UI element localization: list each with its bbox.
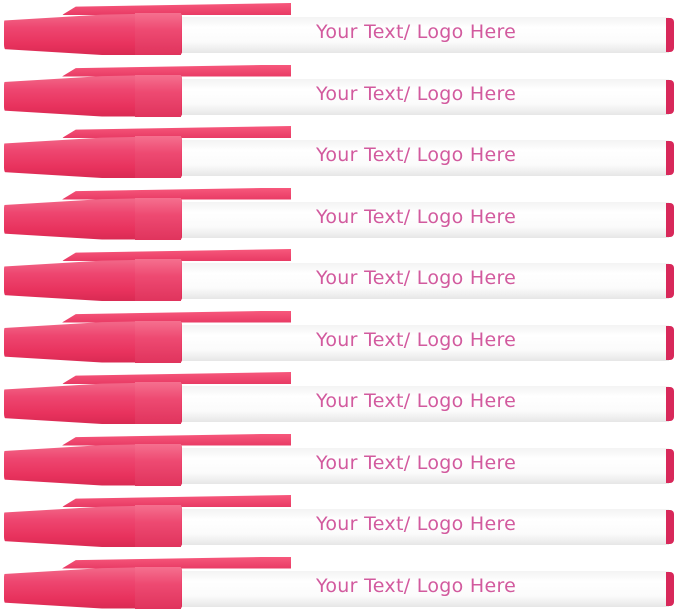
pen-barrel — [181, 324, 669, 361]
pen-cap-band — [135, 505, 181, 547]
pen: Your Text/ Logo Here — [0, 372, 679, 428]
pen-cap-band — [135, 320, 181, 363]
pen-barrel — [181, 201, 669, 238]
pen-cap-band — [135, 382, 181, 424]
imprint-text: Your Text/ Logo Here — [316, 390, 517, 412]
pen-clip — [62, 64, 291, 77]
pen-barrel — [181, 509, 669, 545]
pen-cap-band — [135, 259, 181, 301]
imprint-text: Your Text/ Logo Here — [316, 574, 517, 597]
imprint-text: Your Text/ Logo Here — [316, 205, 517, 228]
pen-barrel — [181, 263, 669, 299]
pen-clip — [62, 3, 291, 15]
pen-cap-band — [135, 13, 181, 55]
pen-clip — [62, 187, 291, 200]
pen-clip — [62, 495, 291, 507]
pen-end-plug — [666, 264, 674, 298]
pen-clip — [62, 372, 291, 384]
imprint-text: Your Text/ Logo Here — [316, 451, 517, 474]
imprint-text: Your Text/ Logo Here — [316, 513, 517, 535]
imprint-text: Your Text/ Logo Here — [316, 21, 517, 43]
imprint-text: Your Text/ Logo Here — [316, 144, 517, 166]
pen-barrel — [181, 17, 669, 53]
imprint-text: Your Text/ Logo Here — [316, 82, 517, 105]
pen-clip — [62, 249, 291, 261]
pen-cap-band — [135, 197, 181, 240]
pen: Your Text/ Logo Here — [0, 187, 679, 244]
pen: Your Text/ Logo Here — [0, 64, 679, 121]
pen-cap-band — [135, 566, 181, 609]
pen: Your Text/ Logo Here — [0, 310, 679, 367]
pen-end-plug — [666, 141, 674, 175]
pen-clip — [62, 556, 291, 569]
pen-end-plug — [666, 79, 674, 114]
imprint-text: Your Text/ Logo Here — [316, 328, 517, 351]
pen-cap-band — [135, 74, 181, 117]
pen-barrel — [181, 386, 669, 422]
pen-cap-band — [135, 136, 181, 178]
pen-clip — [62, 433, 291, 446]
pen: Your Text/ Logo Here — [0, 249, 679, 305]
pen-cap-band — [135, 443, 181, 486]
pen-clip — [62, 310, 291, 323]
pen-barrel — [181, 570, 669, 607]
pen: Your Text/ Logo Here — [0, 3, 679, 59]
pen-end-plug — [666, 571, 674, 606]
pen-clip — [62, 126, 291, 138]
pen: Your Text/ Logo Here — [0, 433, 679, 490]
imprint-text: Your Text/ Logo Here — [316, 267, 517, 289]
pen-end-plug — [666, 448, 674, 483]
pen-end-plug — [666, 202, 674, 237]
pen: Your Text/ Logo Here — [0, 495, 679, 551]
pen: Your Text/ Logo Here — [0, 126, 679, 182]
pen-end-plug — [666, 325, 674, 360]
pen-barrel — [181, 140, 669, 176]
pen-barrel — [181, 447, 669, 484]
pen-barrel — [181, 78, 669, 115]
pen: Your Text/ Logo Here — [0, 556, 679, 613]
pen-end-plug — [666, 387, 674, 421]
pen-end-plug — [666, 18, 674, 52]
pen-end-plug — [666, 510, 674, 544]
